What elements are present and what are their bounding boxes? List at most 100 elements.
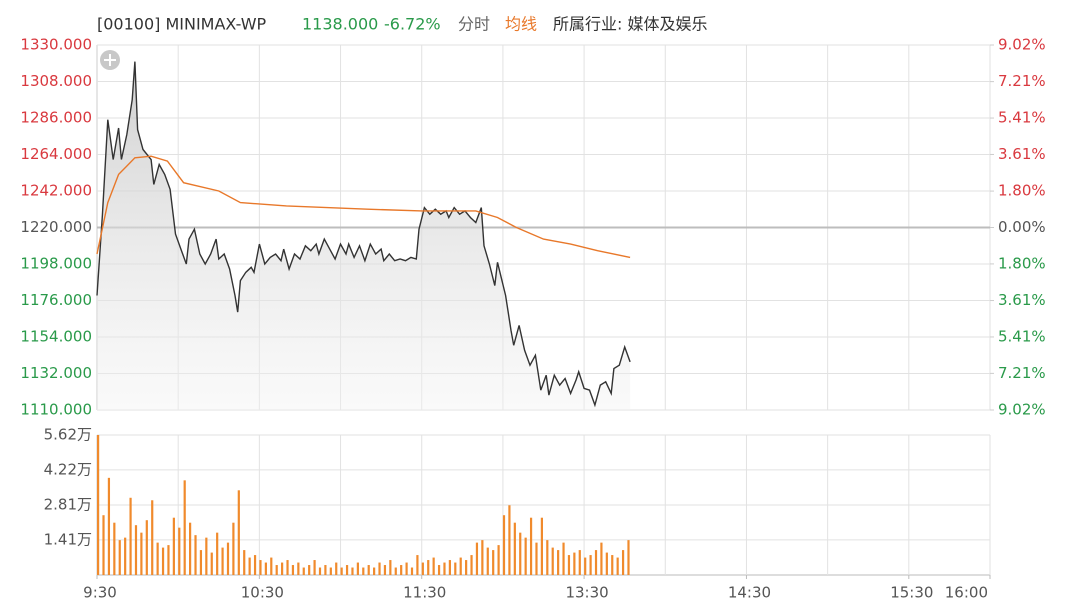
price-area <box>97 61 631 410</box>
y-tick-label: 1330.000 <box>20 36 92 54</box>
y2-tick-label: 7.21% <box>998 72 1046 90</box>
y-tick-label: 1110.000 <box>20 401 92 419</box>
x-tick-label: 16:00 <box>945 584 988 602</box>
volume-bar <box>102 515 105 575</box>
volume-bar <box>313 560 316 575</box>
volume-bar <box>448 560 451 575</box>
zoom-button[interactable] <box>100 50 120 70</box>
volume-bar <box>502 515 506 575</box>
y2-tick-label: 9.02% <box>998 36 1046 54</box>
volume-bar <box>232 522 235 575</box>
volume-bar <box>410 567 414 575</box>
volume-bar <box>329 567 332 575</box>
volume-bar <box>351 567 354 575</box>
volume-bar <box>134 525 138 575</box>
y-tick-label: 1286.000 <box>20 109 92 127</box>
volume-bar <box>594 550 598 575</box>
volume-bar <box>297 562 300 575</box>
volume-bar <box>183 480 186 575</box>
volume-bar <box>546 540 549 575</box>
volume-bar <box>557 550 560 575</box>
y-tick-label: 4.22万 <box>44 460 92 478</box>
volume-bar <box>427 560 430 575</box>
volume-bar <box>113 522 116 575</box>
volume-bar <box>324 565 327 575</box>
volume-bar <box>318 567 322 575</box>
volume-bar <box>281 562 284 575</box>
volume-bar <box>513 522 516 575</box>
y2-tick-label: 3.61% <box>998 145 1046 163</box>
volume-bar <box>600 542 603 575</box>
industry: 所属行业: 媒体及娱乐 <box>553 15 707 34</box>
y-tick-label: 1176.000 <box>20 291 92 309</box>
y2-tick-label: 1.80% <box>998 182 1046 200</box>
volume-bar <box>443 562 446 575</box>
volume-bar <box>291 565 295 575</box>
volume-bar <box>535 542 538 575</box>
volume-bar <box>205 537 208 575</box>
price-line <box>96 61 631 408</box>
y-tick-label: 1132.000 <box>20 364 92 382</box>
y-tick-label: 1220.000 <box>20 218 92 236</box>
y-tick-label: 1198.000 <box>20 255 92 273</box>
volume-bar <box>178 527 181 575</box>
volume-bar <box>140 532 143 575</box>
y2-tick-label: 5.41% <box>998 109 1046 127</box>
volume-bar <box>226 542 230 575</box>
volume-bar <box>621 550 625 575</box>
volume-bar <box>540 517 543 575</box>
symbol: [00100] MINIMAX-WP <box>97 15 267 34</box>
volume-bar <box>362 567 365 575</box>
volume-bar <box>189 522 192 575</box>
volume-bar <box>589 555 592 575</box>
x-tick-label: 9:30 <box>83 584 117 602</box>
volume-bar <box>167 545 170 575</box>
x-tick-label: 10:30 <box>241 584 284 602</box>
volume-bar <box>129 497 132 575</box>
volume-bar <box>573 552 576 575</box>
average-line <box>96 155 631 259</box>
volume-bar <box>199 550 203 575</box>
volume-bar <box>145 520 148 575</box>
volume-bar <box>481 540 484 575</box>
volume-bar <box>437 565 441 575</box>
volume-bar <box>275 565 278 575</box>
volume-bar <box>519 532 522 575</box>
volume-bar <box>107 477 111 575</box>
y-tick-label: 2.81万 <box>44 496 92 514</box>
volume-bar <box>529 517 533 575</box>
y2-tick-label: 7.21% <box>998 364 1046 382</box>
volume-bar <box>118 540 121 575</box>
volume-bar <box>243 550 246 575</box>
grid <box>96 44 994 579</box>
volume-bar <box>454 562 457 575</box>
volume-bar <box>486 547 489 575</box>
volume-bar <box>161 547 165 575</box>
volume-bar <box>567 555 571 575</box>
volume-bar <box>194 535 197 575</box>
volume-bar <box>335 562 338 575</box>
y-tick-label: 1308.000 <box>20 72 92 90</box>
x-tick-label: 11:30 <box>403 584 446 602</box>
volume-bar <box>611 555 614 575</box>
legend-price[interactable]: 分时 <box>458 15 490 34</box>
volume-bar <box>248 557 251 575</box>
volume-bar <box>286 560 289 575</box>
volume-bar <box>356 562 359 575</box>
volume-bar <box>210 552 213 575</box>
volume-bar <box>465 560 468 575</box>
volume-bar <box>389 560 392 575</box>
y2-tick-label: 5.41% <box>998 327 1046 345</box>
last-price: 1138.000 <box>302 15 378 34</box>
volume-bar <box>264 562 267 575</box>
volume-bar <box>416 555 419 575</box>
y-tick-label: 1.41万 <box>44 530 92 548</box>
volume-bar <box>172 517 175 575</box>
volume-bar <box>97 435 100 575</box>
volume-bar <box>237 490 240 575</box>
volume-bar <box>367 565 370 575</box>
volume-bar <box>421 562 424 575</box>
legend-average[interactable]: 均线 <box>505 15 537 34</box>
volume-bar <box>302 567 305 575</box>
